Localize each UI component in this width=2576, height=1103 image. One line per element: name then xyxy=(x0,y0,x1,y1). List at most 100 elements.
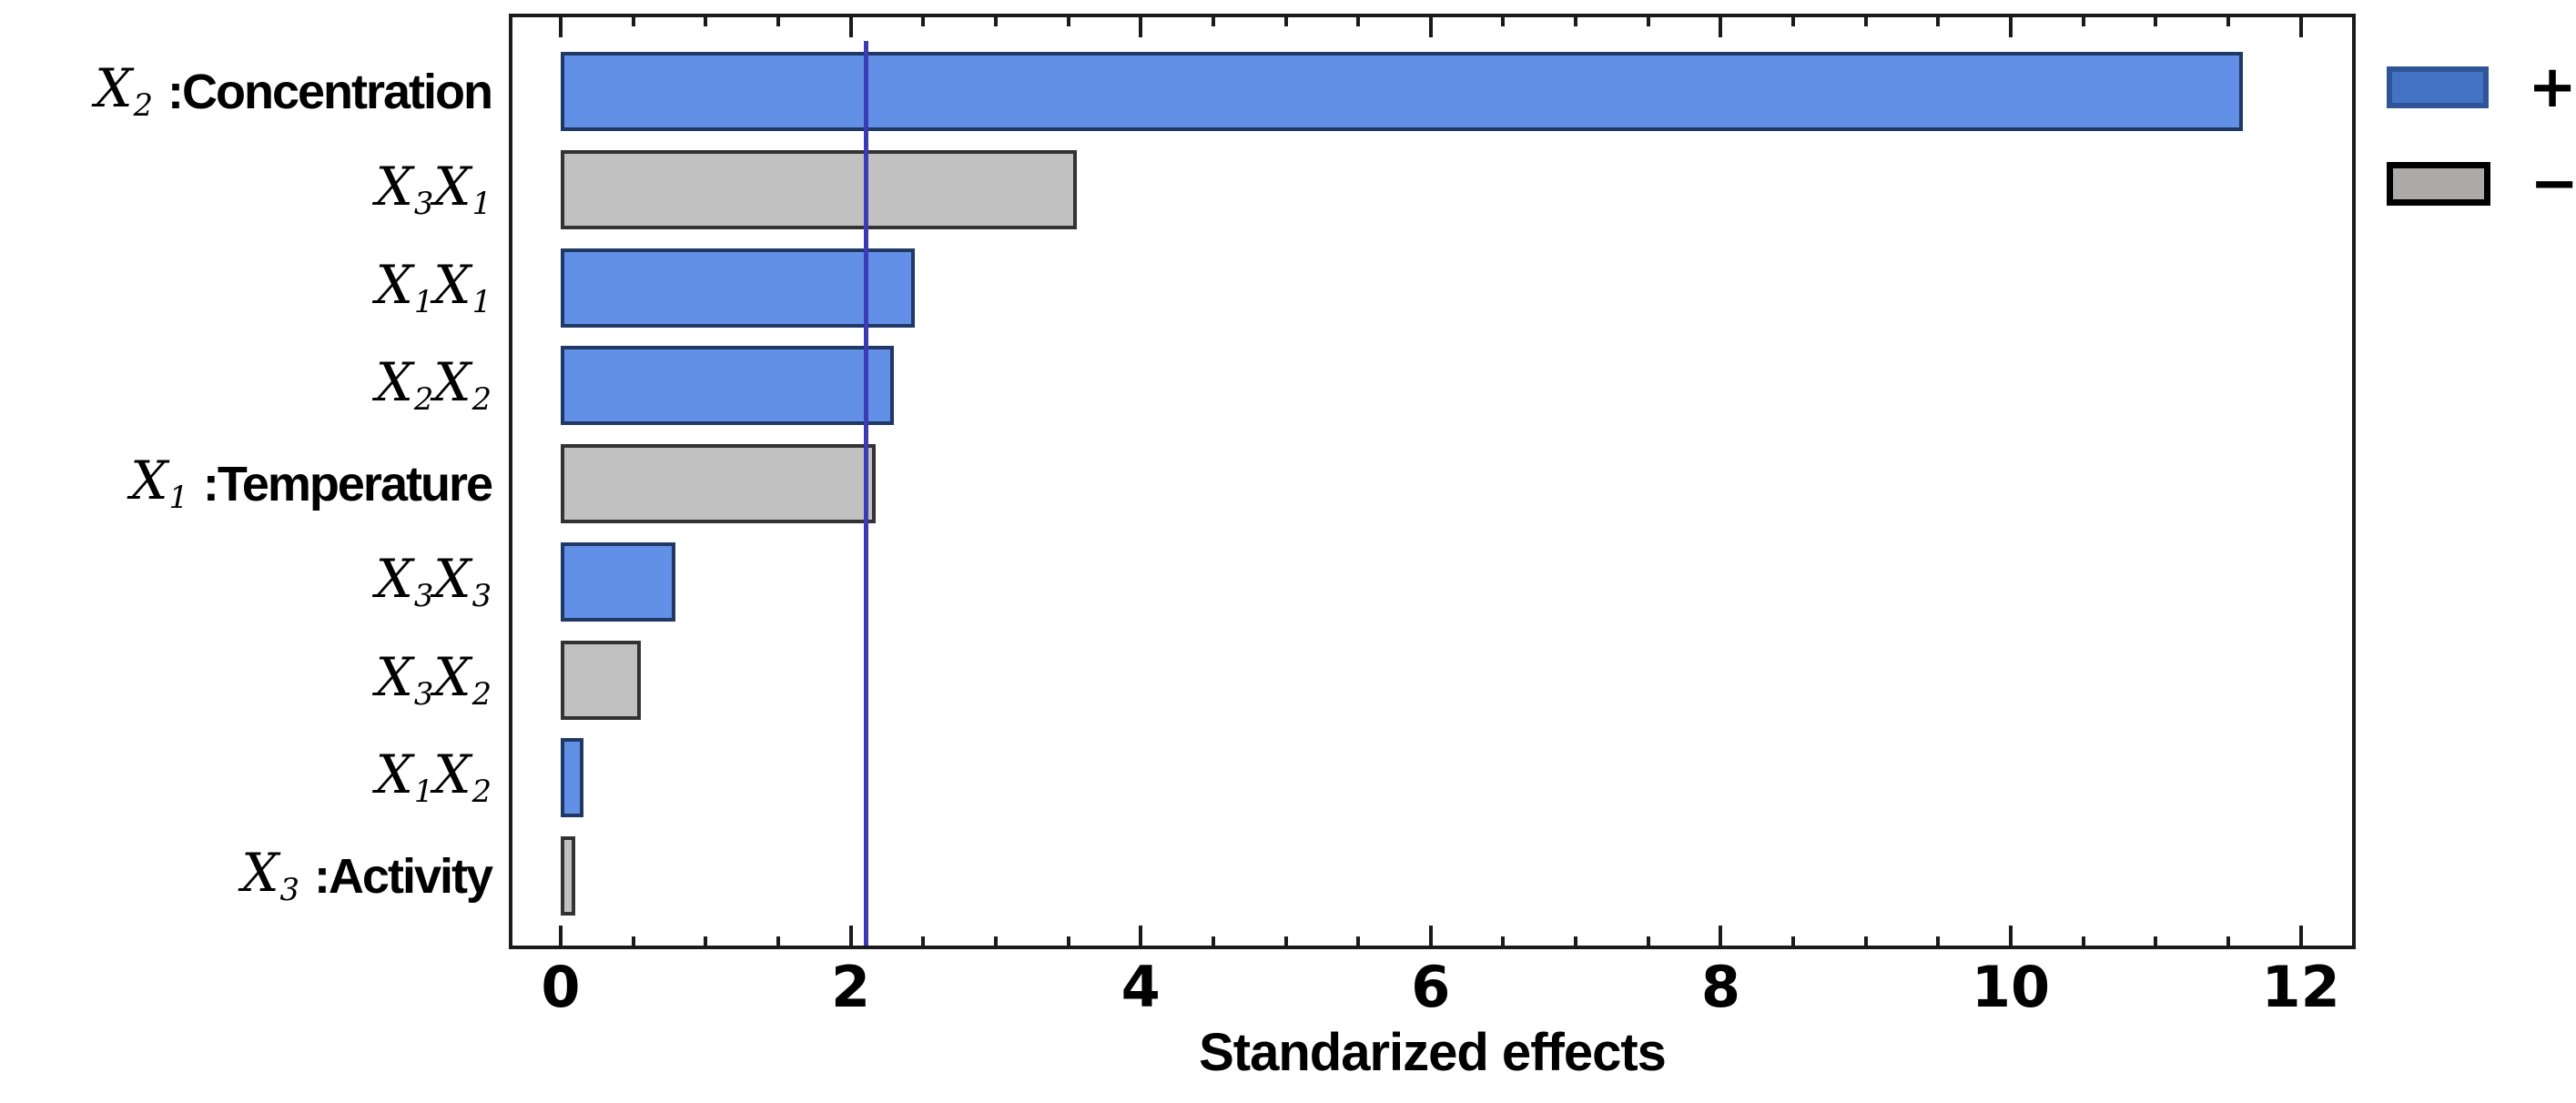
factor-symbol: X3 xyxy=(241,842,299,908)
tick-mark xyxy=(1356,17,1361,26)
factor-name: :Temperature xyxy=(202,456,493,511)
tick-mark xyxy=(1501,936,1506,946)
tick-mark xyxy=(1574,936,1578,946)
tick-mark xyxy=(1646,17,1650,26)
category-label: X1 X1 xyxy=(0,248,492,328)
tick-mark xyxy=(2298,926,2303,946)
factor-symbol: X1 xyxy=(433,155,492,221)
bar xyxy=(561,640,641,720)
category-label: X2 :Concentration xyxy=(0,52,493,131)
legend: + − xyxy=(2387,58,2576,213)
tick-mark xyxy=(1283,17,1288,26)
x-tick-label: 8 xyxy=(1700,954,1740,1020)
tick-mark xyxy=(993,936,998,946)
tick-mark xyxy=(776,936,780,946)
tick-mark xyxy=(2081,936,2085,946)
bar xyxy=(561,444,876,523)
bar xyxy=(561,149,1078,229)
bar xyxy=(561,248,915,328)
category-label: X3 X2 xyxy=(0,641,492,720)
plot-area xyxy=(509,14,2356,949)
factor-symbol: X3 xyxy=(375,645,434,712)
tick-mark xyxy=(1719,926,1723,946)
factor-symbol: X1 xyxy=(375,744,434,810)
factor-symbol: X2 xyxy=(375,351,434,418)
x-tick-label: 2 xyxy=(831,954,871,1020)
x-tick-label: 0 xyxy=(541,954,581,1020)
category-label: X3 X3 xyxy=(0,542,492,622)
tick-mark xyxy=(1501,17,1506,26)
tick-mark xyxy=(848,926,853,946)
tick-mark xyxy=(1791,17,1796,26)
tick-mark xyxy=(559,17,563,37)
category-labels: X2:Concentration X3 X1 X1 X1 X2 X2 X1:Temperatu… xyxy=(0,0,496,1103)
tick-mark xyxy=(559,926,563,946)
factor-symbol: X2 xyxy=(433,645,492,712)
bar xyxy=(561,738,584,818)
factor-symbol: X1 xyxy=(433,253,492,319)
tick-mark xyxy=(1646,936,1650,946)
x-tick-label: 10 xyxy=(1971,954,2051,1020)
tick-mark xyxy=(921,936,926,946)
legend-negative-label: − xyxy=(2530,150,2576,218)
bar xyxy=(561,346,895,426)
x-tick-label: 4 xyxy=(1121,954,1161,1020)
tick-mark xyxy=(776,17,780,26)
tick-mark xyxy=(631,17,635,26)
tick-mark xyxy=(1863,17,1868,26)
factor-name: :Activity xyxy=(313,848,493,904)
category-label: X1 X2 xyxy=(0,738,492,817)
factor-symbol: X3 xyxy=(433,547,492,613)
legend-positive-swatch xyxy=(2387,66,2489,108)
category-label: X2 X2 xyxy=(0,346,492,425)
tick-mark xyxy=(2009,926,2013,946)
tick-mark xyxy=(993,17,998,26)
tick-mark xyxy=(2226,17,2230,26)
legend-positive-label: + xyxy=(2528,54,2576,121)
tick-mark xyxy=(1066,17,1070,26)
tick-mark xyxy=(1428,17,1433,37)
tick-mark xyxy=(1211,936,1215,946)
factor-symbol: X2 xyxy=(433,351,492,418)
tick-mark xyxy=(1936,17,1941,26)
x-axis-title: Standarized effects xyxy=(1199,1023,1667,1082)
tick-mark xyxy=(1139,926,1143,946)
tick-mark xyxy=(1936,936,1941,946)
tick-mark xyxy=(631,936,635,946)
legend-negative-swatch xyxy=(2387,162,2490,206)
tick-mark xyxy=(1574,17,1578,26)
reference-line xyxy=(863,41,868,946)
tick-mark xyxy=(1791,936,1796,946)
x-tick-label: 12 xyxy=(2261,954,2340,1020)
factor-symbol: X1 xyxy=(130,450,188,516)
legend-item-positive: + xyxy=(2387,58,2576,116)
factor-symbol: X3 xyxy=(375,547,434,613)
factor-symbol: X1 xyxy=(375,253,434,319)
factor-symbol: X2 xyxy=(433,744,492,810)
tick-mark xyxy=(2081,17,2085,26)
factor-name: :Concentration xyxy=(167,64,493,119)
bar xyxy=(561,836,575,916)
category-label: X1 :Temperature xyxy=(0,444,493,523)
tick-mark xyxy=(2154,936,2158,946)
legend-item-negative: − xyxy=(2387,155,2576,213)
tick-mark xyxy=(848,17,853,37)
tick-mark xyxy=(1719,17,1723,37)
x-tick-label: 6 xyxy=(1411,954,1451,1020)
factor-symbol: X3 xyxy=(375,155,434,221)
tick-mark xyxy=(704,936,708,946)
bar xyxy=(561,52,2243,131)
tick-mark xyxy=(1428,926,1433,946)
tick-mark xyxy=(2154,17,2158,26)
category-label: X3 X1 xyxy=(0,150,492,229)
tick-mark xyxy=(921,17,926,26)
tick-mark xyxy=(1066,936,1070,946)
category-label: X3:Activity xyxy=(0,836,493,916)
tick-mark xyxy=(2298,17,2303,37)
tick-mark xyxy=(1283,936,1288,946)
tick-mark xyxy=(2226,936,2230,946)
tick-mark xyxy=(1863,936,1868,946)
tick-mark xyxy=(1139,17,1143,37)
factor-symbol: X2 xyxy=(95,57,153,124)
